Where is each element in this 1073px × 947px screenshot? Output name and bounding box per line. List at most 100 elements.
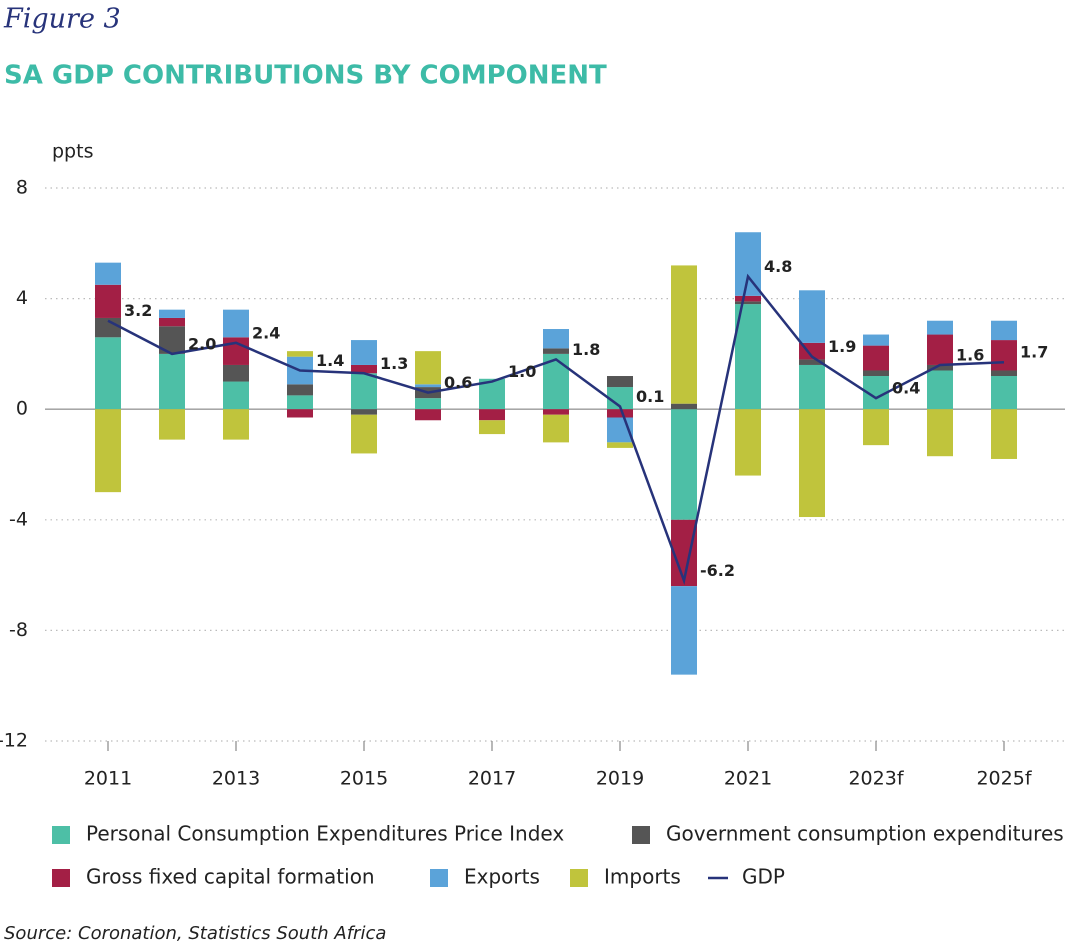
legend-label: Government consumption expenditures [666, 822, 1064, 846]
bar-segment [223, 409, 249, 440]
bar-segment [991, 370, 1017, 377]
bar-segment [863, 409, 889, 446]
bar-segment [735, 301, 761, 305]
bar-segment [479, 409, 505, 421]
bar-segment [863, 345, 889, 371]
x-tick-label: 2013 [212, 768, 260, 790]
x-tick-label: 2019 [596, 768, 644, 790]
bar-segment [735, 409, 761, 476]
bar-segment [671, 586, 697, 675]
bar-segment [927, 320, 953, 335]
bar-segment [799, 359, 825, 365]
bar-segment [287, 395, 313, 410]
y-tick-label: -8 [9, 619, 28, 641]
legend-swatch [632, 826, 650, 844]
bar-segment [159, 409, 185, 440]
data-label: 1.7 [1020, 343, 1048, 362]
bar-segment [671, 403, 697, 410]
bar-segment [287, 409, 313, 418]
bar-segment [607, 409, 633, 418]
data-label: 4.8 [764, 257, 792, 276]
legend-swatch [570, 869, 588, 887]
legend-label: Exports [464, 865, 540, 889]
source: Source: Coronation, Statistics South Afr… [4, 923, 386, 944]
bar-segment [415, 384, 441, 388]
legend-swatch [52, 869, 70, 887]
bar-segment [223, 364, 249, 382]
bar-segment [735, 232, 761, 296]
legend-label: GDP [742, 865, 785, 889]
data-label: 2.0 [188, 334, 216, 353]
bar-segment [799, 409, 825, 518]
data-label: 1.6 [956, 345, 984, 364]
bar-segment [671, 409, 697, 520]
chart-title: SA GDP CONTRIBUTIONS BY COMPONENT [4, 61, 607, 91]
bar-segment [95, 337, 121, 410]
x-tick-label: 2021 [724, 768, 772, 790]
bar-segment [223, 381, 249, 410]
bar-segment [543, 409, 569, 415]
bar-segment [159, 353, 185, 410]
bar-segment [863, 334, 889, 346]
legend-label: Gross fixed capital formation [86, 865, 375, 889]
y-tick-label: 4 [16, 287, 28, 309]
bar-segment [223, 309, 249, 338]
bar-segment [95, 284, 121, 318]
legend-swatch [52, 826, 70, 844]
bar-segment [927, 370, 953, 410]
bar-segment [991, 409, 1017, 459]
x-tick-label: 2023f [848, 768, 904, 790]
data-label: 1.3 [380, 354, 408, 373]
bar-segment [351, 364, 377, 374]
bar-segment [543, 348, 569, 354]
x-tick-label: 2025f [976, 768, 1032, 790]
figure-label: Figure 3 [3, 4, 121, 35]
bar-segment [415, 398, 441, 410]
data-label: 1.8 [572, 340, 600, 359]
bar-segment [351, 414, 377, 454]
data-label: 0.6 [444, 373, 472, 392]
data-label: 1.0 [508, 362, 536, 381]
data-label: 2.4 [252, 323, 280, 342]
bar-segment [543, 329, 569, 349]
bar-segment [415, 351, 441, 385]
bar-segment [351, 409, 377, 415]
bar-segment [671, 265, 697, 404]
bar-segment [543, 414, 569, 443]
data-label: 0.1 [636, 387, 664, 406]
bar-segment [95, 409, 121, 493]
bar-segment [927, 334, 953, 365]
bar-segment [607, 376, 633, 388]
bar-segment [991, 340, 1017, 371]
bar-segment [799, 364, 825, 410]
bar-segment [991, 376, 1017, 410]
legend-label: Imports [604, 865, 681, 889]
bar-segment [479, 420, 505, 435]
y-tick-label: -4 [9, 508, 28, 530]
bar-segment [799, 290, 825, 343]
bar-segment [287, 351, 313, 357]
bar-segment [607, 387, 633, 410]
bar-segment [991, 320, 1017, 341]
y-tick-label: 0 [16, 398, 28, 420]
data-label: 1.4 [316, 351, 344, 370]
y-axis-label: ppts [52, 141, 93, 163]
legend-label: Personal Consumption Expenditures Price … [86, 822, 564, 846]
bar-segment [95, 262, 121, 285]
y-tick-label: 8 [16, 177, 28, 199]
bar-segment [735, 295, 761, 302]
data-label: 1.9 [828, 337, 856, 356]
bar-segment [415, 409, 441, 421]
bar-segment [351, 373, 377, 410]
bar-segment [607, 442, 633, 448]
data-label: 0.4 [892, 379, 920, 398]
bar-segment [159, 309, 185, 318]
bar-segment [159, 317, 185, 327]
x-tick-label: 2011 [84, 768, 132, 790]
gdp-line [107, 273, 1005, 586]
bar-segment [927, 409, 953, 457]
bar-segment [863, 370, 889, 377]
data-label: -6.2 [700, 561, 735, 580]
bar-segment [223, 337, 249, 365]
